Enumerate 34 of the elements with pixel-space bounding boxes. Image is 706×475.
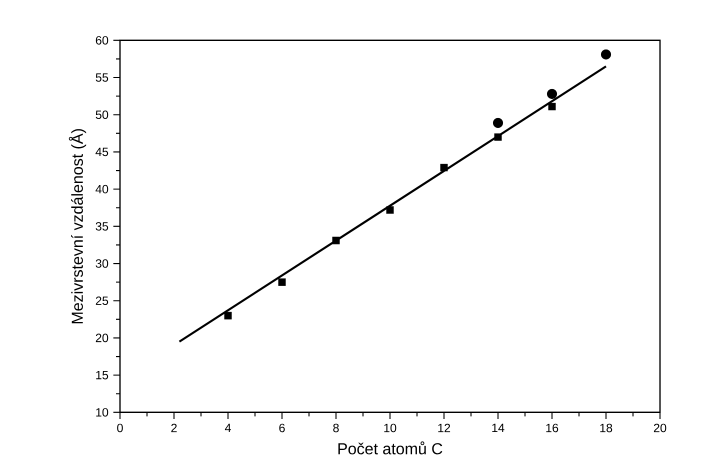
y-tick-label: 20: [96, 334, 108, 342]
point: [278, 278, 286, 286]
point: [548, 102, 556, 110]
y-tick-label: 40: [96, 184, 108, 194]
y-tick-label: 50: [96, 110, 108, 119]
y-tick-label: 10: [96, 408, 108, 417]
y-axis-title: Mezivrstevní vzdálenost (Å): [68, 129, 86, 324]
y-tick-label: 55: [96, 73, 108, 82]
x-tick-label: 18: [600, 424, 612, 432]
x-tick-label: 16: [546, 424, 558, 432]
x-tick-label: 12: [438, 424, 450, 432]
x-tick-label: 20: [654, 424, 666, 432]
x-tick-label: 2: [171, 424, 177, 432]
point: [440, 164, 448, 172]
y-tick-label: 15: [96, 370, 108, 380]
y-tick-label: 60: [96, 36, 108, 45]
point: [546, 88, 558, 99]
point: [332, 236, 340, 244]
point: [492, 118, 504, 128]
y-tick-label: 45: [96, 148, 108, 156]
y-tick-label: 25: [96, 296, 108, 305]
x-tick-label: 6: [279, 424, 285, 432]
x-tick-label: 8: [333, 424, 339, 432]
point: [224, 312, 232, 320]
point: [386, 206, 394, 214]
x-axis-title: Počet atomů C: [338, 441, 442, 454]
x-tick-label: 10: [384, 424, 396, 432]
x-tick-label: 14: [492, 424, 504, 432]
x-tick-label: 0: [117, 424, 123, 432]
x-tick-label: 4: [224, 424, 231, 432]
y-tick-label: 35: [96, 222, 108, 231]
point: [600, 49, 612, 60]
y-tick-label: 30: [96, 259, 108, 268]
point: [494, 133, 502, 141]
